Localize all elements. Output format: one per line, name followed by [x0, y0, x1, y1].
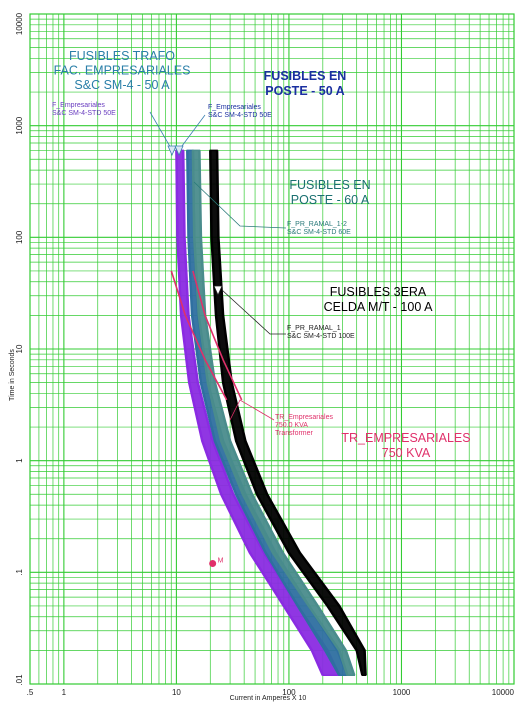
- label-fusibles-celda: CELDA M/T - 100 A: [324, 300, 434, 314]
- fuse-curve-fuse_poste_50-min_curve: [186, 150, 341, 676]
- axis-ticks: .5 1 10 100 1000 10000 10000 1000 100 10 1 .1 .01: [15, 12, 515, 697]
- pointer-transformer: [229, 399, 275, 421]
- y-tick-label: .1: [15, 568, 24, 575]
- label-fusibles-celda: FUSIBLES 3ERA: [330, 285, 427, 299]
- pointer-celda: [221, 289, 286, 335]
- y-tick-label: 100: [15, 230, 24, 244]
- label-fusibles-trafo: FAC. EMPRESARIALES: [54, 64, 191, 78]
- y-tick-label: 10: [15, 344, 24, 353]
- fuse-curve-fuse_celda-min_curve: [209, 150, 364, 676]
- label-fusibles-poste-50: POSTE - 50 A: [265, 84, 344, 98]
- arrowhead-poste-50: [174, 145, 184, 156]
- label-tr-empresariales: TR_EMPRESARIALES: [341, 431, 470, 445]
- label-fusibles-trafo: S&C SM-4 - 50 A: [74, 78, 170, 92]
- x-tick-label: 10: [172, 688, 181, 697]
- transformer-damage-curve: [170, 270, 228, 401]
- x-tick-label: .5: [27, 688, 34, 697]
- label-small-transformer: Transformer: [275, 430, 314, 437]
- inrush-point-label: M: [218, 557, 224, 564]
- y-tick-label: .01: [15, 674, 24, 686]
- y-tick-label: 1: [15, 458, 24, 463]
- arrowhead-celda: [213, 285, 223, 296]
- inrush-point: [209, 559, 217, 567]
- pointer-poste-50: [178, 114, 206, 151]
- chart-grid: [29, 13, 515, 685]
- label-small-celda: S&C SM-4-STD 100E: [287, 333, 355, 340]
- fuse-curve-fuse_trafo-min_curve: [175, 150, 324, 676]
- label-pointers: [149, 111, 287, 421]
- label-small-celda: F_PR_RAMAL_1: [287, 325, 341, 332]
- x-tick-label: 10000: [492, 688, 515, 697]
- label-fusibles-poste-50: FUSIBLES EN: [264, 69, 347, 83]
- fuse-curve-fuse_poste_60-max_curve: [198, 150, 356, 676]
- label-tr-empresariales: 750 KVA: [382, 446, 431, 460]
- y-axis-title: Time in Seconds: [9, 349, 16, 401]
- transformer-damage-curve: [192, 270, 243, 401]
- label-small-trafo: S&C SM-4-STD 50E: [52, 110, 116, 117]
- y-tick-label: 1000: [15, 116, 24, 134]
- fuse-curves: [170, 149, 367, 676]
- x-axis-title: Current in Amperes X 10: [230, 695, 307, 702]
- label-small-transformer: TR_Empresariales: [275, 414, 333, 421]
- y-tick-label: 10000: [15, 12, 24, 35]
- label-fusibles-trafo: FUSIBLES TRAFO: [69, 49, 175, 63]
- pointer-poste-60: [193, 181, 287, 229]
- fuse-curve-fuse_celda-max_curve: [215, 150, 367, 676]
- x-tick-label: 1000: [393, 688, 411, 697]
- label-small-poste-60: S&C SM-4-STD 60E: [287, 229, 351, 236]
- x-tick-label: 100: [282, 688, 296, 697]
- label-small-poste-60: F_PR_RAMAL_1-2: [287, 221, 347, 228]
- fuse-curve-fuse_poste_60-min_curve: [191, 150, 349, 676]
- label-small-trafo: F_Empresariales: [52, 102, 105, 109]
- label-fusibles-poste-60: POSTE - 60 A: [291, 193, 370, 207]
- label-fusibles-poste-60: FUSIBLES EN: [289, 178, 370, 192]
- pointer-trafo: [149, 111, 173, 151]
- label-small-poste-50: F_Empresariales: [208, 104, 261, 111]
- label-small-poste-50: S&C SM-4-STD 50E: [208, 112, 272, 119]
- label-small-transformer: 750.0 KVA: [275, 422, 308, 429]
- x-tick-label: 1: [62, 688, 67, 697]
- arrowhead-trafo: [167, 145, 177, 156]
